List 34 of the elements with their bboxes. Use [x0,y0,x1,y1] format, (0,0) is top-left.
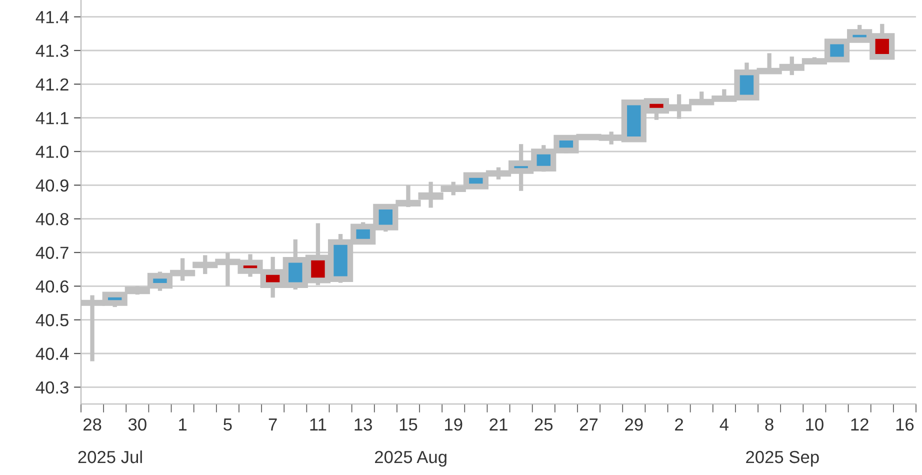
y-tick-label: 40.6 [36,280,68,293]
x-tick-label: 4 [720,418,728,430]
y-tick-label: 40.5 [36,314,68,326]
y-tick-label: 40.9 [36,179,68,192]
x-tick-label: 8 [765,418,774,431]
x-tick-label: 27 [580,418,598,430]
x-tick-label: 11 [310,418,326,430]
y-tick-label: 41.2 [36,78,68,90]
y-tick-label: 40.4 [36,348,69,360]
y-tick-label: 41.4 [36,11,69,24]
x-tick-label: 10 [806,418,824,431]
x-tick-label: 5 [224,418,232,431]
x-tick-label: 16 [896,418,914,431]
y-tick-label: 41.0 [36,146,69,158]
y-tick-label: 40.8 [36,213,68,226]
x-tick-label: 29 [625,418,643,431]
x-tick-label: 19 [445,418,462,431]
x-tick-label: 30 [128,418,146,431]
x-tick-label: 7 [268,418,277,430]
x-tick-label: 25 [534,418,553,431]
text: 2025 Jul [78,450,142,464]
x-tick-label: 12 [851,418,868,430]
y-tick-label: 40.7 [36,246,68,259]
y-tick-label: 40.3 [36,381,68,394]
x-tick-label: 28 [84,418,102,431]
y-tick-label: 41.1 [36,112,68,124]
text: 2025 Aug [375,450,446,467]
text: 2025 Sep [746,450,819,467]
x-tick-label: 2 [675,418,683,430]
x-tick-label: 13 [354,418,372,431]
x-tick-label: 15 [400,418,418,431]
y-tick-label: 41.3 [36,44,68,57]
x-tick-label: 1 [179,418,187,430]
x-tick-label: 21 [490,418,508,430]
